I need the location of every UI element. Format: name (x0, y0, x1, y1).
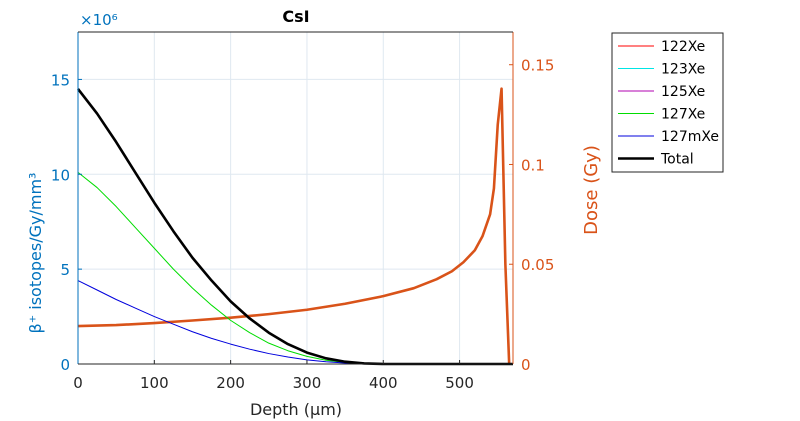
left-tick-label: 0 (60, 356, 70, 374)
x-tick-label: 300 (293, 374, 322, 392)
plot-area (78, 32, 513, 364)
legend-label: 125Xe (661, 84, 705, 100)
legend-label: 123Xe (661, 62, 705, 78)
right-axis-label: Dose (Gy) (581, 145, 602, 235)
series-line-total (76, 88, 513, 366)
x-tick-label: 100 (140, 374, 169, 392)
left-axis-exponent: ×10⁶ (80, 11, 118, 29)
legend: 122Xe 123Xe 125Xe 127Xe 127mXe Total (611, 32, 724, 173)
x-axis-label: Depth (μm) (250, 400, 342, 419)
right-tick-label: 0.15 (521, 57, 554, 75)
series-line-dose (77, 87, 511, 365)
right-tick-label: 0 (521, 356, 531, 374)
right-tick-label: 0.1 (521, 156, 545, 174)
x-tick-label: 500 (445, 374, 474, 392)
legend-label: 122Xe (661, 39, 705, 55)
left-tick-label: 10 (51, 166, 70, 184)
x-tick-label: 200 (216, 374, 245, 392)
x-tick-label: 400 (369, 374, 398, 392)
left-tick-label: 5 (60, 261, 70, 279)
axes: 0 100 200 300 400 500 0 5 10 15 0 0.05 0.1 0.15 (51, 31, 554, 392)
legend-label: 127mXe (661, 129, 719, 145)
grid-lines (78, 32, 513, 364)
x-tick-label: 0 (73, 374, 83, 392)
chart-title: CsI (282, 7, 309, 26)
legend-label: Total (660, 152, 694, 168)
left-axis-label: β⁺ isotopes/Gy/mm³ (26, 173, 45, 334)
right-tick-label: 0.05 (521, 256, 554, 274)
legend-box (611, 32, 724, 173)
left-tick-label: 15 (51, 71, 70, 89)
legend-label: 127Xe (661, 107, 705, 123)
